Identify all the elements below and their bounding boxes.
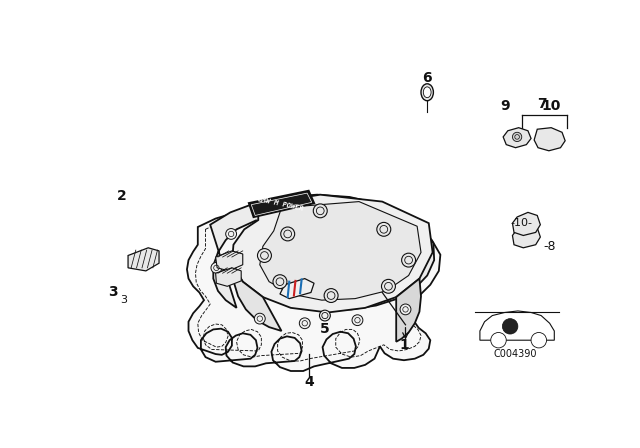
Circle shape <box>531 332 547 348</box>
Text: -10-: -10- <box>511 218 533 228</box>
Circle shape <box>402 253 415 267</box>
Polygon shape <box>187 205 440 371</box>
Text: 4: 4 <box>305 375 314 389</box>
Polygon shape <box>232 195 433 313</box>
Circle shape <box>352 315 363 326</box>
Text: C004390: C004390 <box>494 349 538 359</box>
Circle shape <box>377 222 391 236</box>
Polygon shape <box>128 248 159 271</box>
Circle shape <box>319 310 330 321</box>
Circle shape <box>502 319 518 334</box>
Circle shape <box>491 332 506 348</box>
Text: 3: 3 <box>120 295 127 305</box>
Text: 9: 9 <box>500 99 509 113</box>
Ellipse shape <box>421 84 433 101</box>
Polygon shape <box>513 225 540 248</box>
Polygon shape <box>249 191 314 217</box>
Text: 10: 10 <box>541 99 561 113</box>
Circle shape <box>254 313 265 324</box>
Polygon shape <box>260 202 421 300</box>
Circle shape <box>257 249 271 263</box>
Text: 3: 3 <box>108 285 117 299</box>
Text: 2: 2 <box>117 189 127 203</box>
Polygon shape <box>480 311 554 340</box>
Ellipse shape <box>423 87 431 98</box>
Polygon shape <box>210 195 434 310</box>
Polygon shape <box>280 279 314 299</box>
Circle shape <box>211 263 222 273</box>
Circle shape <box>324 289 338 302</box>
Polygon shape <box>216 268 241 286</box>
Circle shape <box>400 304 411 315</box>
Text: 6: 6 <box>422 71 432 86</box>
Circle shape <box>281 227 294 241</box>
Text: 1: 1 <box>399 338 409 352</box>
Polygon shape <box>503 128 531 148</box>
Polygon shape <box>232 263 282 331</box>
Circle shape <box>313 204 327 218</box>
Circle shape <box>226 228 237 239</box>
Polygon shape <box>216 251 243 271</box>
Circle shape <box>273 275 287 289</box>
Text: 7: 7 <box>537 97 547 111</box>
Polygon shape <box>513 212 540 236</box>
Text: 5: 5 <box>320 323 330 336</box>
Circle shape <box>381 280 396 293</box>
Polygon shape <box>534 128 565 151</box>
Text: BMW M POWER: BMW M POWER <box>257 196 303 212</box>
Circle shape <box>513 132 522 142</box>
Text: -8: -8 <box>543 240 556 253</box>
Polygon shape <box>396 279 421 342</box>
Circle shape <box>300 318 310 329</box>
